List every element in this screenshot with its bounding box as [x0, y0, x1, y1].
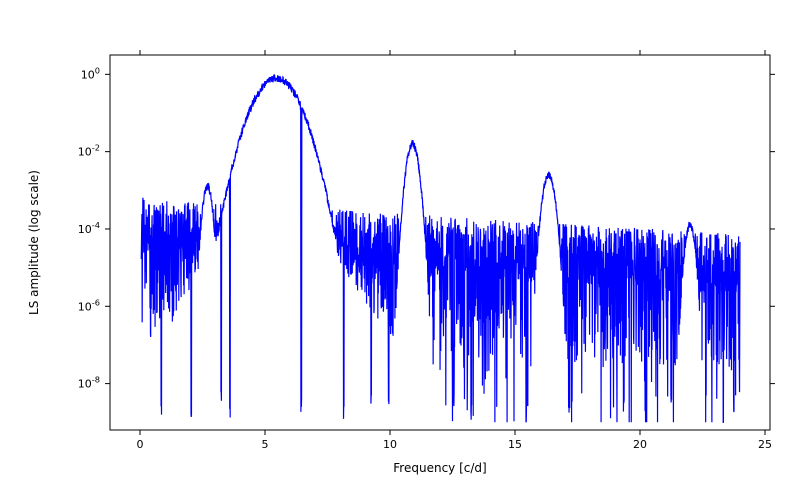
y-axis-label: LS amplitude (log scale) — [27, 170, 41, 315]
x-tick-label: 5 — [262, 438, 269, 451]
periodogram-chart: 051015202510-810-610-410-2100Frequency [… — [0, 0, 800, 500]
x-tick-label: 25 — [758, 438, 772, 451]
x-tick-label: 0 — [137, 438, 144, 451]
chart-svg: 051015202510-810-610-410-2100Frequency [… — [0, 0, 800, 500]
x-tick-label: 15 — [508, 438, 522, 451]
x-axis-label: Frequency [c/d] — [393, 461, 486, 475]
x-tick-label: 20 — [633, 438, 647, 451]
x-tick-label: 10 — [383, 438, 397, 451]
